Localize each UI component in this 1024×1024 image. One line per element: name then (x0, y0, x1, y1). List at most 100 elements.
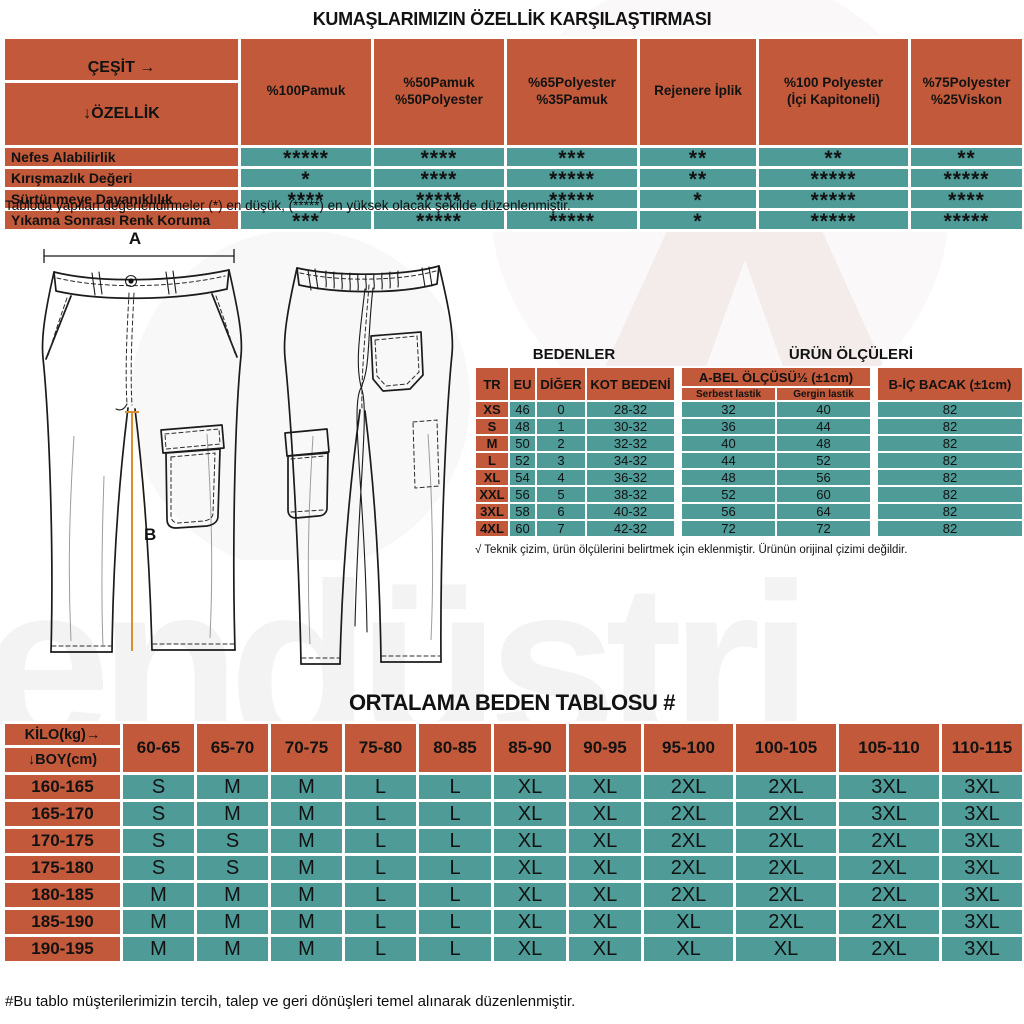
size-value: 82 (876, 519, 1024, 538)
height-range-label: 170-175 (2, 826, 123, 856)
bedenler-title: BEDENLER (532, 346, 616, 363)
size-value: 82 (876, 417, 1024, 436)
recommended-size-cell: 3XL (939, 934, 1024, 964)
recommended-size-cell: XL (491, 907, 569, 937)
sizes-subheader-row: Serbest lastik Gergin lastik (475, 386, 1023, 402)
b-ic-bacak-header: B-İÇ BACAK (±1cm) (876, 366, 1024, 402)
recommended-size-cell: M (268, 853, 345, 883)
a-bel-header: A-BEL ÖLÇÜSÜ½ (±1cm) (680, 366, 872, 388)
fabric-column-header: %100Pamuk (238, 36, 374, 148)
column-gap (674, 451, 682, 470)
sizes-section: BEDENLER ÜRÜN ÖLÇÜLERİ TR EU DİĞER KOT B… (474, 346, 1024, 556)
recommended-size-cell: M (194, 799, 271, 829)
size-value: 82 (876, 451, 1024, 470)
diger-header: DİĞER (535, 366, 587, 402)
height-range-label: 165-170 (2, 799, 123, 829)
height-range-label: 180-185 (2, 880, 123, 910)
fabric-rating-cell: *** (238, 207, 374, 232)
recommended-size-cell: 2XL (733, 826, 839, 856)
size-value: 52 (508, 451, 537, 470)
size-value: 36-32 (585, 468, 676, 487)
column-gap (674, 366, 682, 402)
back-cargo-pocket (284, 428, 330, 519)
recommended-size-cell: 2XL (836, 907, 942, 937)
column-gap (870, 400, 878, 419)
column-gap (870, 434, 878, 453)
recommended-size-cell: 3XL (836, 772, 942, 802)
fabric-property-label: Yıkama Sonrası Renk Koruma (2, 207, 241, 232)
size-label: M (474, 434, 510, 453)
size-label: XS (474, 400, 510, 419)
size-value: 3 (535, 451, 587, 470)
size-value: 50 (508, 434, 537, 453)
fabric-row: Sürtünmeye Dayanıklılık **** ***** ***** * **… (2, 186, 1024, 211)
size-value: 0 (535, 400, 587, 419)
recommended-size-cell: 2XL (733, 853, 839, 883)
fabric-rating-cell: ***** (371, 207, 507, 232)
fabric-table-title: KUMAŞLARIMIZIN ÖZELLİK KARŞILAŞTIRMASI (312, 9, 712, 29)
back-pocket (370, 331, 424, 392)
size-value: 7 (535, 519, 587, 538)
recommended-size-cell: 2XL (836, 880, 942, 910)
recommended-size-cell: S (194, 826, 271, 856)
recommended-size-cell: L (416, 799, 494, 829)
recommended-size-cell: XL (566, 907, 644, 937)
size-value: 36 (680, 417, 777, 436)
size-label: 3XL (474, 502, 510, 521)
size-value: 40-32 (585, 502, 676, 521)
fabric-property-label: Kırışmazlık Değeri (2, 165, 241, 190)
size-value: 82 (876, 400, 1024, 419)
size-value: 82 (876, 485, 1024, 504)
recommended-size-cell: 2XL (733, 907, 839, 937)
column-gap (870, 485, 878, 504)
front-fly-stitch (125, 292, 135, 406)
size-row: XXL 56 5 38-32 52 60 82 (474, 485, 1024, 504)
size-value: 6 (535, 502, 587, 521)
fabric-header-row: ÇEŞİT → ↓ÖZELLİK %100Pamuk %50Pamuk %50Po… (2, 36, 1024, 148)
fabric-rating-cell: ***** (756, 207, 911, 232)
weight-range-header: 95-100 (641, 721, 736, 775)
size-row: 4XL 60 7 42-32 72 72 82 (474, 519, 1024, 538)
recommended-size-cell: 2XL (836, 853, 942, 883)
fabric-rating-cell: **** (908, 186, 1024, 211)
recommended-size-cell: XL (566, 772, 644, 802)
recommended-size-cell: 3XL (836, 799, 942, 829)
recommended-size-cell: S (120, 772, 197, 802)
size-value: 52 (775, 451, 872, 470)
fabric-column-header: %65Polyester %35Pamuk (504, 36, 640, 148)
recommended-size-cell: L (416, 907, 494, 937)
size-row: L 52 3 34-32 44 52 82 (474, 451, 1024, 470)
recommended-size-cell: M (268, 772, 345, 802)
height-row: 165-170 S M M L L XL XL 2XL 2XL 3XL 3XL (2, 799, 1024, 829)
back-left-outseam (283, 267, 302, 665)
recommended-size-cell: 3XL (939, 907, 1024, 937)
height-range-label: 175-180 (2, 853, 123, 883)
recommended-size-cell: 2XL (641, 772, 736, 802)
front-button (124, 274, 138, 288)
size-value: 44 (680, 451, 777, 470)
column-gap (870, 417, 878, 436)
size-value: 60 (508, 519, 537, 538)
size-value: 48 (508, 417, 537, 436)
height-row: 170-175 S S M L L XL XL 2XL 2XL 2XL 3XL (2, 826, 1024, 856)
recommended-size-cell: M (194, 907, 271, 937)
recommended-size-cell: L (342, 853, 419, 883)
recommended-size-cell: L (416, 934, 494, 964)
fabric-rating-cell: * (637, 207, 759, 232)
height-row: 180-185 M M M L L XL XL 2XL 2XL 2XL 3XL (2, 880, 1024, 910)
size-value: 56 (508, 485, 537, 504)
weight-range-header: 80-85 (416, 721, 494, 775)
belt-loops (91, 270, 177, 296)
eu-header: EU (508, 366, 537, 402)
weight-range-header: 70-75 (268, 721, 345, 775)
recommended-size-cell: M (194, 880, 271, 910)
recommended-size-cell: 3XL (939, 772, 1024, 802)
back-inseams (339, 409, 382, 665)
column-gap (674, 468, 682, 487)
recommended-size-cell: XL (491, 934, 569, 964)
size-chart-footnote: #Bu tablo müşterilerimizin tercih, talep… (5, 993, 576, 1010)
recommended-size-cell: 3XL (939, 853, 1024, 883)
sizes-table: TR EU DİĞER KOT BEDENİ A-BEL ÖLÇÜSÜ½ (±1… (474, 366, 1024, 538)
size-value: 30-32 (585, 417, 676, 436)
fabric-rating-cell: ** (908, 144, 1024, 169)
